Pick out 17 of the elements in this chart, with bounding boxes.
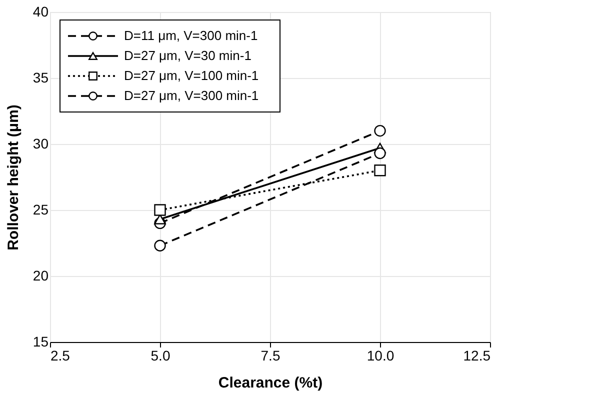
y-tick-label: 30 (32, 136, 49, 152)
legend-label: D=11 μm, V=300 min-1 (124, 28, 258, 43)
y-tick-label: 15 (32, 334, 49, 350)
y-tick-label: 25 (32, 202, 49, 218)
y-tick-label: 35 (32, 70, 49, 86)
x-tick-label: 2.5 (50, 348, 70, 364)
legend-label: D=27 μm, V=30 min-1 (124, 48, 252, 63)
x-tick-label: 12.5 (463, 348, 491, 364)
y-tick-label: 20 (32, 268, 49, 284)
x-axis-title: Clearance (%t) (218, 374, 323, 392)
y-tick-label: 40 (32, 4, 49, 20)
x-tick-label: 5.0 (150, 348, 170, 364)
x-tick-label: 7.5 (260, 348, 280, 364)
legend-label: D=27 μm, V=100 min-1 (124, 68, 259, 83)
x-tick-label: 10.0 (366, 348, 394, 364)
y-axis-title: Rollover height (μm) (4, 104, 22, 250)
legend-label: D=27 μm, V=300 min-1 (124, 88, 259, 103)
